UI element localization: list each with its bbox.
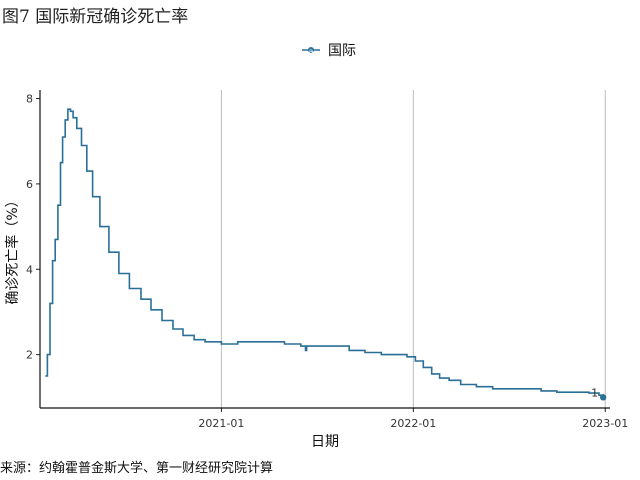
- axes: 2021-01 2022-01 2023-01 2 4 6 8: [26, 90, 628, 430]
- axis-titles: 日期 确诊死亡率（%）: [4, 193, 339, 450]
- y-tick-label: 4: [26, 263, 33, 276]
- x-tick-label: 2021-01: [198, 417, 244, 430]
- legend-symbol: a: [309, 47, 314, 56]
- series-line: [45, 108, 604, 398]
- y-tick-label: 2: [26, 349, 33, 362]
- x-tick-label: 2022-01: [390, 417, 436, 430]
- series-layer: 1: [45, 108, 607, 401]
- y-tick-label: 8: [26, 93, 33, 106]
- series-end-label: 1: [591, 386, 598, 399]
- legend: a 国际: [302, 43, 356, 59]
- legend-marker: [308, 47, 314, 53]
- figure-source: 来源：约翰霍普金斯大学、第一财经研究院计算: [0, 461, 274, 476]
- grid-lines: [220, 90, 606, 408]
- legend-label: 国际: [328, 43, 356, 59]
- figure-title: 图7 国际新冠确诊死亡率: [2, 7, 189, 27]
- x-tick-label: 2023-01: [582, 417, 628, 430]
- series-end-point: [599, 394, 607, 401]
- y-axis-title: 确诊死亡率（%）: [4, 193, 21, 304]
- y-tick-label: 6: [26, 178, 33, 191]
- x-axis-title: 日期: [311, 434, 339, 450]
